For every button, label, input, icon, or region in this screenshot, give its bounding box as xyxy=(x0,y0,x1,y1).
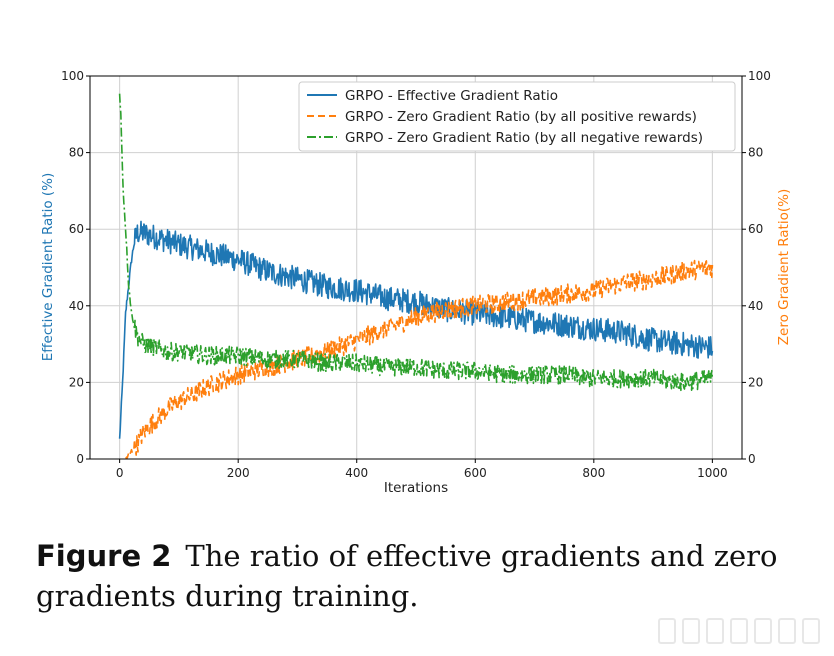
y-tick-label-right: 40 xyxy=(748,299,763,313)
legend-label-negative: GRPO - Zero Gradient Ratio (by all negat… xyxy=(345,130,703,146)
y-axis-label-left: Effective Gradient Ratio (%) xyxy=(40,173,56,362)
y-tick-label-right: 20 xyxy=(748,375,763,389)
series-effective-gradient-ratio xyxy=(118,220,714,439)
watermark-mark xyxy=(682,618,700,644)
watermark-mark xyxy=(730,618,748,644)
chart: 0 200 400 600 800 1000 0 0 20 20 40 40 60 60 80 80 100 10… xyxy=(40,69,792,496)
x-tick-label: 200 xyxy=(227,466,250,480)
watermark-mark xyxy=(706,618,724,644)
watermark-mark xyxy=(754,618,772,644)
x-tick-label: 600 xyxy=(464,466,487,480)
plot-frame xyxy=(89,75,743,460)
caption-text: The ratio of effective gradients and zer… xyxy=(36,539,778,613)
y-tick-label-left: 80 xyxy=(69,146,84,160)
x-tick-label: 0 xyxy=(116,466,124,480)
y-tick-label-right: 0 xyxy=(748,452,756,466)
series-layer xyxy=(118,93,714,459)
axes xyxy=(86,75,746,463)
legend-box xyxy=(298,81,736,152)
watermark-mark xyxy=(802,618,820,644)
y-tick-label-right: 100 xyxy=(748,69,771,83)
y-axis-label-right: Zero Gradient Ratio(%) xyxy=(776,189,792,345)
x-tick-label: 1000 xyxy=(697,466,728,480)
y-tick-label-left: 60 xyxy=(69,222,84,236)
x-tick-label: 400 xyxy=(345,466,368,480)
y-tick-label-right: 80 xyxy=(748,146,763,160)
caption-label: Figure 2 xyxy=(36,539,172,573)
y-tick-label-left: 0 xyxy=(76,452,84,466)
series-zero-gradient-positive xyxy=(125,259,714,459)
x-tick-label: 800 xyxy=(582,466,605,480)
watermark-mark xyxy=(658,618,676,644)
legend-label-positive: GRPO - Zero Gradient Ratio (by all posit… xyxy=(345,109,697,125)
series-zero-gradient-negative xyxy=(118,93,714,392)
x-axis-label: Iterations xyxy=(384,480,448,496)
y-tick-label-right: 60 xyxy=(748,222,763,236)
legend-label-effective: GRPO - Effective Gradient Ratio xyxy=(345,88,558,104)
y-tick-label-left: 100 xyxy=(61,69,84,83)
y-tick-label-left: 40 xyxy=(69,299,84,313)
legend: GRPO - Effective Gradient Ratio GRPO - Z… xyxy=(298,81,736,152)
watermark-mark xyxy=(778,618,796,644)
watermark xyxy=(658,618,820,644)
figure-caption: Figure 2 The ratio of effective gradients… xyxy=(36,536,816,616)
y-tick-label-left: 20 xyxy=(69,375,84,389)
tick-labels: 0 200 400 600 800 1000 0 0 20 20 40 40 60 60 80 80 100 10… xyxy=(61,69,771,480)
